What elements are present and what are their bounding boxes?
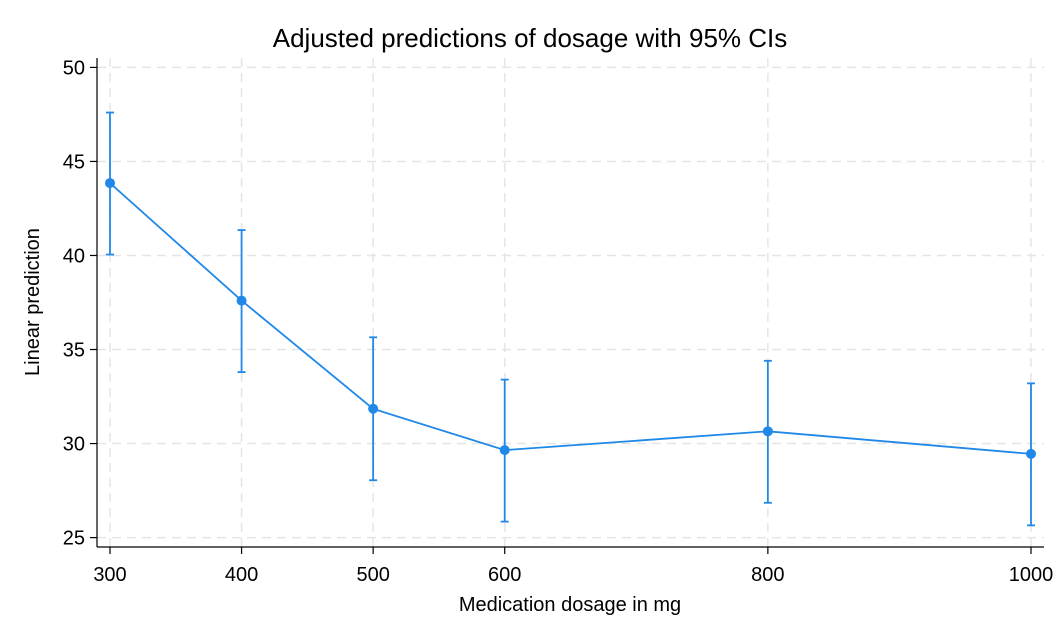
x-tick-label: 600 [488, 564, 521, 586]
chart-title: Adjusted predictions of dosage with 95% … [273, 23, 788, 53]
series [105, 111, 1036, 527]
y-tick-label: 50 [63, 57, 85, 79]
x-axis-title: Medication dosage in mg [459, 594, 681, 616]
x-ticks: 300 400 500 600 800 1000 [93, 547, 1053, 586]
data-point [499, 445, 510, 456]
y-tick-label: 45 [63, 151, 85, 173]
axes [96, 58, 1044, 548]
y-axis-title: Linear prediction [22, 228, 44, 376]
data-point [236, 295, 247, 306]
x-tick-label: 800 [751, 564, 784, 586]
y-tick-label: 25 [63, 528, 85, 550]
x-tick-label: 1000 [1009, 564, 1054, 586]
y-ticks: 25 30 35 40 45 50 [63, 57, 97, 550]
y-tick-label: 30 [63, 434, 85, 456]
y-tick-label: 40 [63, 245, 85, 267]
series-line [109, 182, 1032, 455]
data-point [105, 178, 115, 189]
data-point [1026, 448, 1036, 459]
data-point [762, 426, 773, 437]
y-tick-label: 35 [63, 340, 85, 362]
x-tick-label: 500 [356, 564, 389, 586]
x-tick-label: 300 [93, 564, 126, 586]
x-tick-label: 400 [225, 564, 258, 586]
data-point [368, 403, 379, 414]
